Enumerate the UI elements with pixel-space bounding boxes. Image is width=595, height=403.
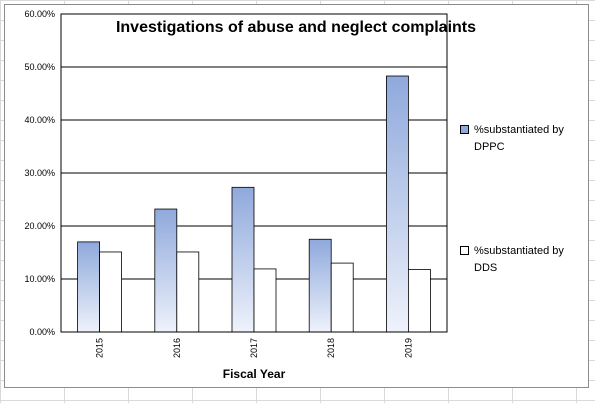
bars — [77, 75, 431, 333]
bar-dds — [176, 251, 200, 333]
plot-area-border — [60, 13, 448, 333]
legend-label-dppc-line1: %substantiated by — [474, 124, 564, 136]
legend-label-dppc-line2: DPPC — [474, 141, 505, 153]
y-tick-label: 60.00% — [24, 9, 55, 19]
y-tick-label: 40.00% — [24, 115, 55, 125]
y-tick-label: 30.00% — [24, 168, 55, 178]
x-tick-label: 2018 — [326, 338, 336, 358]
x-axis-tick-labels: 2015 2016 2017 2018 2019 — [95, 338, 414, 358]
bar-dds — [330, 262, 354, 333]
x-tick-label: 2016 — [172, 338, 182, 358]
x-axis-title: Fiscal Year — [223, 367, 286, 381]
bar-dppc — [385, 75, 409, 333]
y-tick-label: 10.00% — [24, 274, 55, 284]
chart-title: Investigations of abuse and neglect comp… — [116, 19, 476, 36]
y-axis-tick-labels: 0.00% 10.00% 20.00% 30.00% 40.00% 50.00% 60.00… — [24, 9, 55, 337]
bar-dppc — [77, 241, 100, 333]
x-tick-label: 2019 — [403, 338, 413, 358]
legend-item-dds: %substantiated by DDS — [460, 243, 588, 277]
bar-dppc — [154, 208, 178, 333]
bar-dds — [253, 268, 277, 333]
legend-swatch-dppc — [460, 125, 469, 134]
bar-dds — [407, 269, 431, 333]
bar-dppc — [308, 238, 332, 333]
legend-item-dppc: %substantiated by DPPC — [460, 122, 588, 156]
y-tick-label: 20.00% — [24, 221, 55, 231]
y-tick-label: 0.00% — [29, 327, 55, 337]
x-tick-label: 2017 — [249, 338, 259, 358]
x-tick-label: 2015 — [95, 338, 105, 358]
legend-label-dds-line2: DDS — [474, 262, 498, 274]
y-tick-label: 50.00% — [24, 62, 55, 72]
bar-dds — [99, 251, 122, 333]
bar-dppc — [231, 186, 255, 333]
legend-swatch-dds — [460, 246, 469, 255]
legend-label-dds-line1: %substantiated by — [474, 245, 564, 257]
